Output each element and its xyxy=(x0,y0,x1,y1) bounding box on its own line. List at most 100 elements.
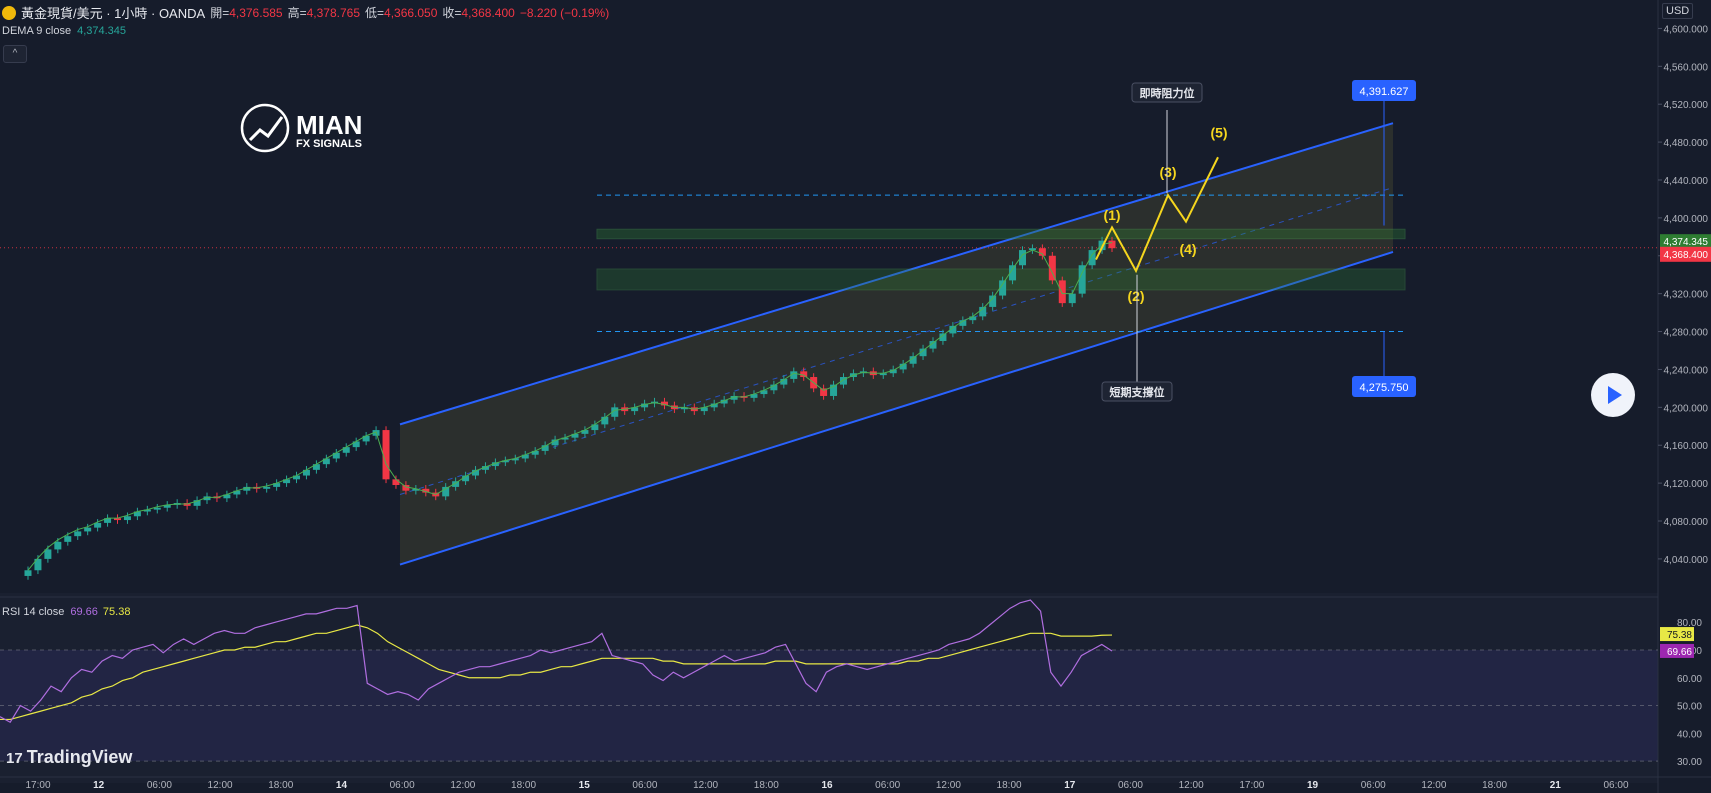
candle-body xyxy=(233,490,241,495)
candle-body xyxy=(153,507,161,510)
rsi-band-fill xyxy=(0,650,1658,762)
time-tick-label: 15 xyxy=(579,780,591,791)
close-value: 4,368.400 xyxy=(461,5,515,20)
candle-body xyxy=(412,488,420,491)
candle-body xyxy=(74,531,82,537)
time-tick-label: 12:00 xyxy=(1421,780,1446,791)
wave-label: (5) xyxy=(1210,124,1227,140)
rsi-line xyxy=(0,599,1113,724)
resistance-zone xyxy=(596,228,1406,240)
play-button[interactable] xyxy=(1591,373,1635,417)
candle-body xyxy=(422,488,430,493)
rsi-legend[interactable]: RSI 14 close 69.66 75.38 xyxy=(2,606,130,618)
time-tick-label: 16 xyxy=(821,780,833,791)
candle-body xyxy=(332,452,340,459)
candle-body xyxy=(322,458,330,465)
candle-body xyxy=(839,377,847,385)
candle-body xyxy=(44,549,52,559)
price-tick-label: 4,040.000 xyxy=(1664,555,1709,566)
candle-body xyxy=(790,371,798,379)
candle-body xyxy=(959,320,967,326)
price-tick-label: 4,480.000 xyxy=(1664,138,1709,149)
candle-body xyxy=(660,401,668,406)
dema-value: 4,374.345 xyxy=(77,25,127,37)
price-tick-label: 4,120.000 xyxy=(1664,479,1709,490)
price-tick-label: 4,080.000 xyxy=(1664,517,1709,528)
candle-body xyxy=(481,466,489,470)
candle-body xyxy=(680,407,688,410)
wave-label: (2) xyxy=(1127,288,1144,304)
candle-body xyxy=(223,494,231,499)
target-bottom-box xyxy=(1352,376,1416,397)
dema-legend[interactable]: DEMA 9 close 4,374.345 xyxy=(2,25,126,37)
tradingview-mark-icon: 17 xyxy=(6,750,23,767)
price-tick-label: 4,200.000 xyxy=(1664,403,1709,414)
time-tick-label: 06:00 xyxy=(1118,780,1143,791)
rsi-ma-tag xyxy=(1660,627,1694,642)
candle-body xyxy=(163,504,171,508)
channel-upper-line xyxy=(399,122,1394,426)
symbol-title[interactable]: 黃金現貨/美元 · 1小時 · OANDA xyxy=(21,6,206,21)
candle-body xyxy=(24,570,32,576)
candle-body xyxy=(1068,293,1076,304)
time-tick-label: 19 xyxy=(1307,780,1319,791)
candle-body xyxy=(193,500,201,506)
candle-body xyxy=(760,390,768,395)
candle-body xyxy=(999,280,1007,296)
candle-body xyxy=(750,394,758,398)
candle-body xyxy=(203,496,211,501)
last-price-tag xyxy=(1660,246,1711,262)
candle-body xyxy=(601,416,609,425)
time-tick-label: 06:00 xyxy=(390,780,415,791)
price-tick-label: 4,600.000 xyxy=(1664,24,1709,35)
tradingview-logo[interactable]: 17 TradingView xyxy=(6,747,132,768)
chevron-up-icon: ^ xyxy=(12,48,18,59)
wave-label: (4) xyxy=(1179,241,1196,257)
price-tick-label: 4,280.000 xyxy=(1664,328,1709,339)
candle-body xyxy=(909,356,917,364)
candle-body xyxy=(312,464,320,470)
time-tick-label: 18:00 xyxy=(754,780,779,791)
price-tick-label: 4,560.000 xyxy=(1664,62,1709,73)
price-tick-label: 4,440.000 xyxy=(1664,176,1709,187)
high-value: 4,378.765 xyxy=(306,5,360,20)
channel-lower-line xyxy=(399,251,1394,566)
symbol-header: 黃金現貨/美元 · 1小時 · OANDA 開= 4,376.585 高= 4,37… xyxy=(2,3,609,22)
rsi-tag-label: 69.66 xyxy=(1667,647,1692,658)
candle-body xyxy=(1009,265,1017,281)
target-top-label: 4,391.627 xyxy=(1360,86,1409,98)
time-tick-label: 17:00 xyxy=(1239,780,1264,791)
candle-body xyxy=(84,527,92,532)
candle-body xyxy=(551,439,559,446)
candle-body xyxy=(143,509,151,512)
candle-body xyxy=(631,407,639,412)
price-tick-label: 4,520.000 xyxy=(1664,100,1709,111)
candle-body xyxy=(1048,255,1056,281)
candle-body xyxy=(879,373,887,376)
open-label: 開= xyxy=(210,6,230,20)
resistance-callout xyxy=(1131,82,1203,103)
time-tick-label: 12:00 xyxy=(936,780,961,791)
wave-path xyxy=(1095,156,1219,274)
candle-body xyxy=(472,469,480,476)
collapse-indicators-button[interactable]: ^ xyxy=(3,45,27,63)
candle-body xyxy=(302,469,310,476)
candle-body xyxy=(382,430,390,480)
candle-body xyxy=(571,433,579,438)
support-callout xyxy=(1101,381,1173,402)
candle-body xyxy=(342,447,350,453)
rsi-label: RSI 14 close xyxy=(2,606,65,618)
rsi-value: 69.66 xyxy=(70,606,98,618)
support-label: 短期支撐位 xyxy=(1110,385,1165,399)
dema-price-label: 4,374.345 xyxy=(1664,237,1709,248)
currency-label[interactable]: USD xyxy=(1662,3,1694,19)
rsi-ma-tag-label: 75.38 xyxy=(1667,630,1692,641)
rsi-ma-line xyxy=(0,624,1113,721)
price-tick-label: 4,240.000 xyxy=(1664,365,1709,376)
candle-body xyxy=(929,341,937,349)
time-tick-label: 17:00 xyxy=(25,780,50,791)
candle-body xyxy=(392,479,400,486)
candle-body xyxy=(362,435,370,442)
rsi-tick-label: 40.00 xyxy=(1677,729,1702,740)
